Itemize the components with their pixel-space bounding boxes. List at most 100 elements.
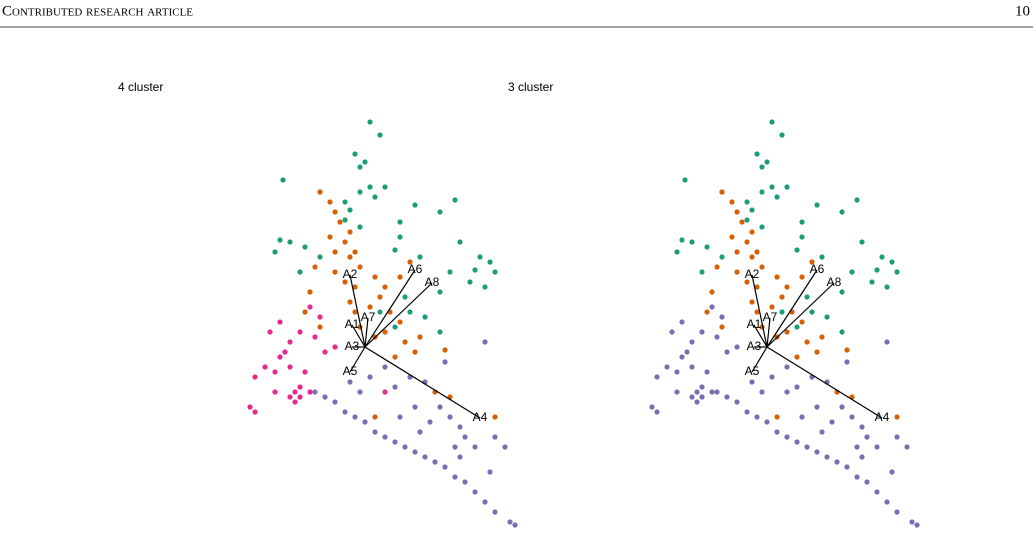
point (769, 304, 775, 310)
point (382, 184, 388, 190)
point (804, 294, 810, 300)
point (422, 454, 428, 460)
point (437, 329, 443, 335)
point (367, 119, 373, 125)
point (367, 304, 373, 310)
point (372, 274, 378, 280)
point (492, 269, 498, 275)
axis-label: A3 (747, 339, 762, 353)
point (367, 374, 373, 380)
point (482, 284, 488, 290)
point (779, 294, 785, 300)
axis-arrow (364, 346, 481, 419)
point (679, 237, 685, 243)
point (342, 409, 348, 415)
point (347, 254, 353, 260)
point (669, 329, 675, 335)
point (689, 239, 695, 245)
point (859, 454, 865, 460)
point (277, 237, 283, 243)
point (347, 229, 353, 235)
point (492, 414, 498, 420)
point (327, 234, 333, 240)
point (814, 202, 820, 208)
point (894, 434, 900, 440)
point (759, 224, 765, 230)
axis-arrow (766, 346, 883, 419)
point (709, 304, 715, 310)
axis-label: A3 (345, 339, 360, 353)
point (784, 284, 790, 290)
point (297, 394, 303, 400)
point (744, 279, 750, 285)
point (317, 189, 323, 195)
point (839, 404, 845, 410)
point (829, 419, 835, 425)
point (317, 324, 323, 330)
point (654, 374, 660, 380)
point (774, 194, 780, 200)
point (764, 159, 770, 165)
point (704, 309, 710, 315)
point (472, 444, 478, 450)
point (809, 309, 815, 315)
point (754, 414, 760, 420)
point (844, 347, 850, 353)
point (392, 324, 398, 330)
point (689, 394, 695, 400)
point (699, 394, 705, 400)
axis-arrow (751, 346, 768, 373)
point (814, 349, 820, 355)
point (307, 304, 313, 310)
point (382, 389, 388, 395)
point (884, 499, 890, 505)
point (302, 244, 308, 250)
point (734, 399, 740, 405)
point (402, 444, 408, 450)
point (422, 314, 428, 320)
point (252, 374, 258, 380)
point (764, 419, 770, 425)
point (854, 444, 860, 450)
point (502, 444, 508, 450)
axis-label: A8 (827, 275, 842, 289)
point (754, 309, 760, 315)
point (417, 429, 423, 435)
point (894, 414, 900, 420)
axis-arrow (751, 274, 768, 348)
point (342, 279, 348, 285)
point (307, 289, 313, 295)
point (704, 369, 710, 375)
point (884, 284, 890, 290)
point (859, 239, 865, 245)
point (412, 449, 418, 455)
axis-arrow (766, 282, 835, 348)
axis-arrow (753, 324, 768, 348)
point (357, 224, 363, 230)
point (297, 384, 303, 390)
point (417, 334, 423, 340)
point (492, 509, 498, 515)
point (649, 404, 655, 410)
point (457, 424, 463, 430)
point (407, 309, 413, 315)
point (487, 259, 493, 265)
point (784, 434, 790, 440)
point (472, 489, 478, 495)
point (814, 449, 820, 455)
point (352, 151, 358, 157)
point (674, 249, 680, 255)
point (447, 414, 453, 420)
point (749, 299, 755, 305)
point (749, 207, 755, 213)
point (357, 164, 363, 170)
point (282, 349, 288, 355)
axis-label: A1 (747, 317, 762, 331)
point (744, 409, 750, 415)
point (734, 269, 740, 275)
point (377, 132, 383, 138)
point (412, 202, 418, 208)
point (682, 177, 688, 183)
point (784, 329, 790, 335)
